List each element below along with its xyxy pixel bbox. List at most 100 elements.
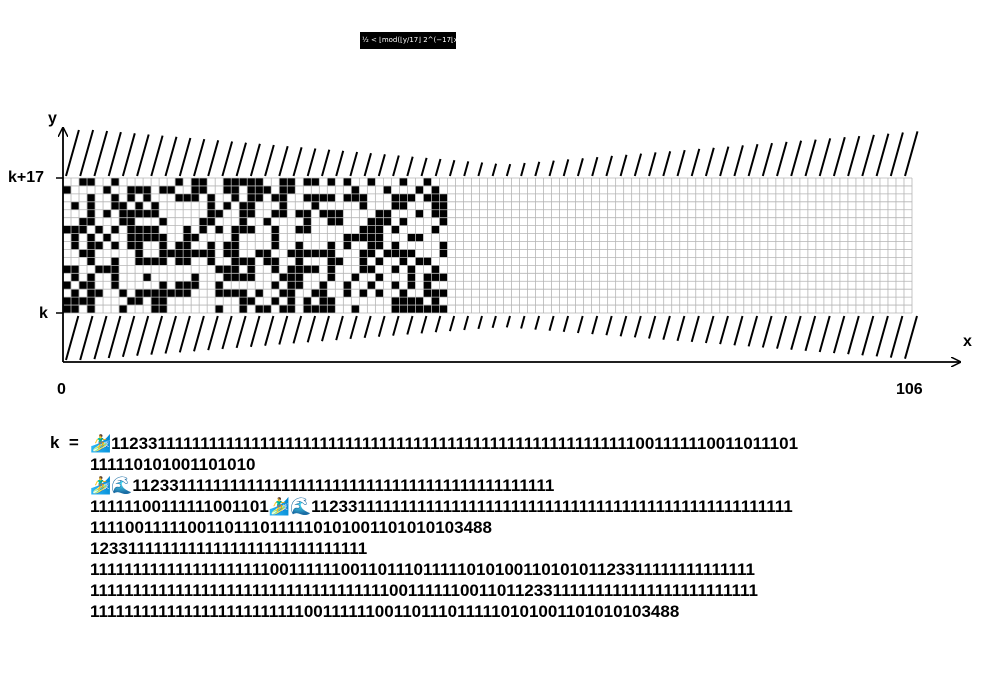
bitmap-cell [423,257,432,266]
bitmap-cell [431,265,440,274]
hatch-line [178,315,191,353]
bitmap-cell [207,209,216,218]
hatch-line [534,315,541,330]
bitmap-cell [359,193,368,202]
bitmap-cell [343,281,352,290]
bitmap-cell [215,305,224,313]
hatch-line [904,315,918,359]
bitmap-cell [71,265,80,274]
bitmap-cell [407,297,416,306]
bitmap-cell [247,265,256,274]
hatch-line [79,315,94,361]
bitmap-cell [303,217,312,226]
bitmap-cell [367,249,376,258]
bitmap-cell [391,281,400,290]
bitmap-cell [375,217,384,226]
bitmap-cell [135,225,144,234]
hatch-line [776,315,788,349]
bitmap-cell [87,289,96,298]
hatch-line [818,138,832,177]
hatch-line [321,149,331,177]
y-tick-label-bottom: k [39,305,48,322]
bitmap-cell [415,257,424,266]
hatch-line [576,315,584,334]
bitmap-cell [215,209,224,218]
hatch-line [733,145,744,177]
bitmap-cell [439,193,448,202]
bitmap-cell [407,233,416,242]
bitmap-cell [231,233,240,242]
bitmap-cell [439,241,448,250]
hatch-line [349,315,358,340]
bitmap-cell [231,265,240,274]
bitmap-cell [399,193,408,202]
bitmap-cell [415,233,424,242]
bitmap-cell [143,209,152,218]
bitmap-cell [359,265,368,274]
hatch-line [491,163,498,177]
bitmap-cell [159,297,168,306]
bitmap-cell [311,249,320,258]
bitmap-cell [367,225,376,234]
bitmap-cell [87,297,96,306]
hatch-line [136,315,150,356]
hatch-line [605,315,613,336]
bitmap-cell [159,257,168,266]
hatch-line [150,315,164,355]
bitmap-cell [79,225,88,234]
bitmap-cell [159,233,168,242]
bitmap-cell [375,233,384,242]
hatch-line [619,315,628,337]
bitmap-cell [271,297,280,306]
hatch-line [477,162,484,177]
hatch-line [136,134,150,177]
bitmap-cell [127,233,136,242]
bitmap-cell [71,241,80,250]
hatch-line [576,158,584,177]
bitmap-cell [367,233,376,242]
bitmap-cell [79,281,88,290]
bitmap-cell [151,225,160,234]
bitmap-cell [359,249,368,258]
bitmap-cell [327,217,336,226]
k-label: k = [50,433,79,452]
bitmap-cell [127,217,136,226]
bitmap-cell [231,178,240,186]
bitmap-cell [287,185,296,194]
hatch-line [704,315,715,344]
hatch-line [761,142,773,177]
bitmap-cell [279,305,288,313]
bitmap-cell [351,193,360,202]
hatch-line [249,315,261,348]
bitmap-cell [431,289,440,298]
bitmap-cell [223,273,232,282]
bitmap-cell [191,193,200,202]
hatch-line [889,132,904,177]
bitmap-cell [159,249,168,258]
bitmap-cell [87,193,96,202]
bitmap-cell [231,249,240,258]
bitmap-cell [407,249,416,258]
bitmap-cell [151,289,160,298]
bitmap-cell [87,217,96,226]
bitmap-cell [423,289,432,298]
bitmap-cell [295,249,304,258]
bitmap-cell [111,241,120,250]
y-tick-label-top: k+17 [8,169,44,186]
bitmap-cell [431,297,440,306]
bitmap-cell [215,281,224,290]
bitmap-cell [175,289,184,298]
bitmap-cell [359,257,368,266]
hatch-line [662,151,672,177]
bitmap-cell [151,209,160,218]
bitmap-cell [303,178,312,186]
bitmap-cell [191,281,200,290]
bitmap-cell [423,178,432,186]
bitmap-cell [335,257,344,266]
bitmap-cell [191,233,200,242]
bitmap-cell [287,281,296,290]
bitmap-cell [207,249,216,258]
bitmap-cell [143,193,152,202]
k-line: 1111111111111111111111111001111110011011… [90,602,680,621]
hatch-line [904,131,919,177]
